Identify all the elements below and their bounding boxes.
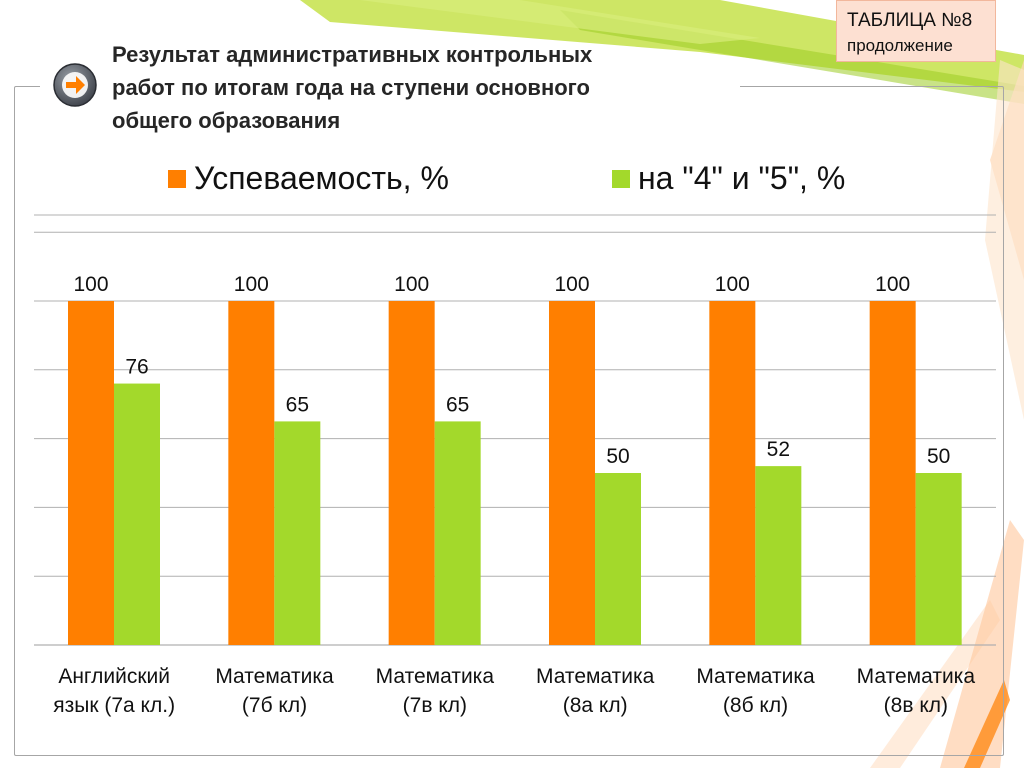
x-tick-label: Математика (8а кл) (535, 665, 655, 717)
bar-series-1-cat-3 (388, 301, 435, 645)
page-title: Результат административных контрольных р… (112, 42, 593, 133)
bar-series-1-cat-5 (709, 301, 756, 645)
x-tick-label: Математика (7б кл) (215, 665, 334, 717)
table-tag-title: ТАБЛИЦА №8 (847, 10, 973, 31)
x-tick-label: Английский язык (7а кл.) (53, 665, 176, 717)
data-label: 50 (606, 445, 629, 468)
bar-series-2-cat-2 (274, 421, 321, 645)
x-tick-label: Математика (8б кл) (696, 665, 815, 717)
table-tag: ТАБЛИЦА №8 продолжение (836, 0, 996, 62)
bar-series-2-cat-1 (114, 383, 160, 645)
data-label: 100 (554, 273, 589, 296)
legend-item-series-1: Успеваемость, % (168, 160, 449, 197)
bar-series-2-cat-4 (595, 473, 641, 645)
legend-swatch-green (612, 169, 630, 188)
x-tick-label: Математика (8в кл) (856, 665, 975, 717)
data-label: 100 (715, 273, 750, 296)
data-label: 65 (446, 393, 469, 416)
data-label: 100 (234, 273, 269, 296)
data-label: 100 (73, 273, 108, 296)
arrow-right-icon[interactable] (52, 62, 98, 108)
chart-legend: Успеваемость, % на "4" и "5", % (0, 160, 1024, 204)
bar-series-1-cat-2 (228, 301, 275, 645)
data-label: 52 (767, 438, 790, 461)
data-label: 76 (125, 356, 148, 379)
legend-item-series-2: на "4" и "5", % (612, 160, 845, 197)
data-label: 65 (286, 393, 309, 416)
data-label: 100 (875, 273, 910, 296)
table-tag-subtitle: продолжение (847, 36, 953, 55)
data-label: 100 (394, 273, 429, 296)
frame-gap (40, 80, 740, 94)
x-tick-label: Математика (7в кл) (375, 665, 494, 717)
bar-series-1-cat-4 (549, 301, 595, 645)
legend-swatch-orange (168, 169, 186, 188)
bar-series-2-cat-3 (434, 421, 481, 645)
legend-label-series-1: Успеваемость, % (194, 160, 449, 196)
bar-series-1-cat-6 (869, 301, 916, 645)
data-label: 50 (927, 445, 950, 468)
bar-series-2-cat-5 (755, 466, 802, 645)
bar-series-2-cat-6 (915, 473, 962, 645)
legend-label-series-2: на "4" и "5", % (638, 160, 846, 196)
bar-series-1-cat-1 (68, 301, 114, 645)
